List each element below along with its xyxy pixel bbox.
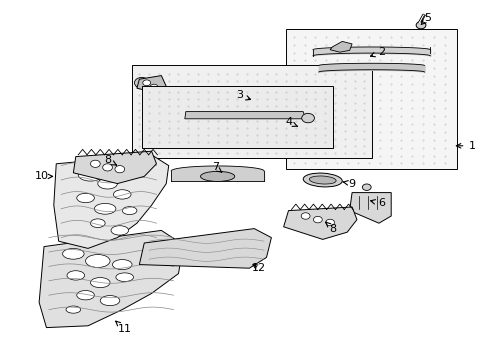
Circle shape bbox=[301, 213, 309, 219]
Ellipse shape bbox=[111, 226, 128, 235]
Ellipse shape bbox=[94, 203, 116, 214]
Circle shape bbox=[325, 219, 334, 226]
Text: 3: 3 bbox=[236, 90, 250, 100]
Ellipse shape bbox=[116, 273, 133, 282]
Text: 11: 11 bbox=[116, 321, 131, 334]
Circle shape bbox=[102, 164, 112, 171]
Polygon shape bbox=[73, 151, 156, 184]
Text: 5: 5 bbox=[421, 13, 430, 24]
Circle shape bbox=[415, 22, 425, 29]
Circle shape bbox=[150, 84, 158, 90]
Circle shape bbox=[134, 77, 149, 88]
Text: 12: 12 bbox=[252, 263, 265, 273]
Circle shape bbox=[144, 85, 159, 95]
Ellipse shape bbox=[67, 271, 84, 280]
Ellipse shape bbox=[98, 178, 117, 189]
Text: 7: 7 bbox=[211, 162, 221, 172]
Text: 8: 8 bbox=[104, 155, 116, 165]
Circle shape bbox=[313, 216, 322, 223]
Circle shape bbox=[301, 113, 314, 123]
Polygon shape bbox=[139, 229, 271, 268]
Circle shape bbox=[362, 184, 370, 190]
Ellipse shape bbox=[309, 176, 335, 184]
Polygon shape bbox=[283, 207, 356, 239]
Text: 8: 8 bbox=[325, 222, 335, 234]
Circle shape bbox=[115, 166, 124, 173]
Polygon shape bbox=[329, 41, 351, 52]
Polygon shape bbox=[137, 76, 166, 94]
Ellipse shape bbox=[77, 193, 94, 203]
Polygon shape bbox=[142, 86, 332, 148]
Ellipse shape bbox=[90, 278, 110, 288]
Ellipse shape bbox=[200, 171, 234, 181]
Ellipse shape bbox=[90, 219, 105, 228]
Ellipse shape bbox=[100, 296, 120, 306]
Ellipse shape bbox=[112, 260, 132, 270]
Ellipse shape bbox=[113, 190, 131, 199]
Text: 9: 9 bbox=[342, 179, 355, 189]
Circle shape bbox=[90, 160, 100, 167]
Polygon shape bbox=[54, 155, 168, 248]
Ellipse shape bbox=[303, 173, 342, 187]
Ellipse shape bbox=[62, 248, 84, 259]
Polygon shape bbox=[39, 230, 183, 328]
Polygon shape bbox=[184, 112, 305, 119]
Polygon shape bbox=[285, 29, 456, 169]
Text: 1: 1 bbox=[455, 141, 474, 151]
Text: 2: 2 bbox=[370, 47, 384, 57]
Ellipse shape bbox=[85, 255, 110, 267]
Ellipse shape bbox=[77, 291, 94, 300]
Ellipse shape bbox=[122, 207, 137, 215]
Polygon shape bbox=[349, 193, 390, 223]
Text: 4: 4 bbox=[285, 117, 297, 127]
Circle shape bbox=[142, 80, 150, 86]
Text: 10: 10 bbox=[35, 171, 52, 181]
Ellipse shape bbox=[66, 306, 81, 313]
Text: 6: 6 bbox=[370, 198, 384, 208]
Ellipse shape bbox=[78, 168, 102, 181]
Polygon shape bbox=[132, 65, 371, 158]
